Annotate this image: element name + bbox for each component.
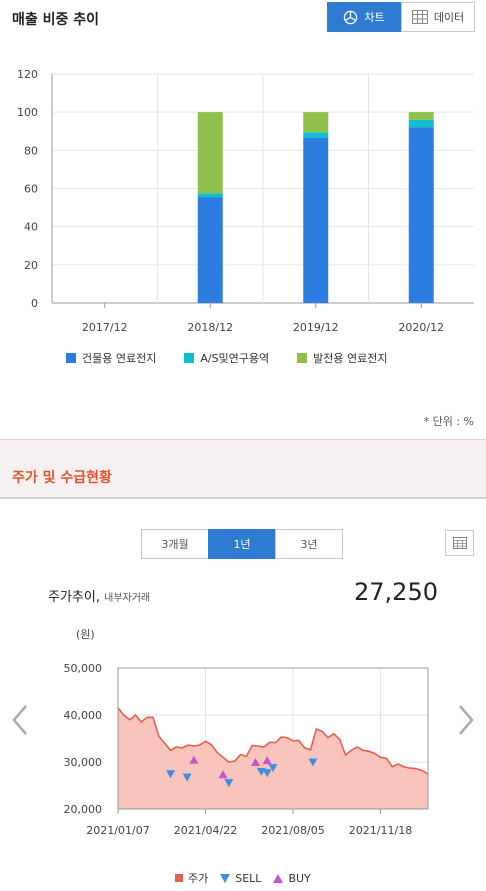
price-area [118,708,428,809]
x-tick-label: 2021/08/05 [261,824,324,837]
stock-price-chart: (원) 20,000 30,000 40,000 50,000 2021/01/07 202… [64,628,429,837]
chart1-legend: 건물용 연료전지 A/S및연구용역 발전용 연료전지 [66,350,388,366]
y-tick-label: 60 [24,183,38,196]
x-tick-label: 2017/12 [82,321,128,334]
legend-label-sell: SELL [235,871,262,885]
buy-marker [251,758,260,766]
buy-marker-icon [273,873,284,883]
pie-chart-icon [344,10,358,24]
legend-item-price[interactable]: 주가 [175,870,208,886]
y-tick-label: 80 [24,144,38,157]
legend-swatch-price [175,874,183,882]
legend-item-as[interactable]: A/S및연구용역 [184,350,269,366]
y-tick-label: 0 [31,297,38,310]
y-tick-label: 40,000 [64,709,103,722]
current-price: 27,250 [354,578,438,606]
section-header-band: 주가 및 수급현황 [0,439,486,499]
legend-label-buy: BUY [288,871,311,885]
x-tick-label: 2021/11/18 [349,824,412,837]
next-button[interactable] [454,700,478,740]
bar-segment [197,193,223,198]
y-tick-label: 20,000 [64,803,103,816]
legend-label-price: 주가 [188,872,209,885]
legend-label-power: 발전용 연료전지 [313,352,388,365]
tab-3-months[interactable]: 3개월 [141,529,209,559]
revenue-share-chart: 0 20 40 60 80 100 120 2017/12 2018/12 2019/12 2020… [17,68,474,334]
bar-segment [197,112,223,194]
section-title-stock: 주가 및 수급현황 [12,470,112,486]
sell-marker [308,758,318,767]
calendar-icon [452,537,467,549]
period-tabs: 3개월 1년 3년 [141,529,343,559]
x-tick-label: 2020/12 [398,321,444,334]
sell-marker [182,773,192,782]
y-tick-label: 20 [24,259,38,272]
buy-marker [218,770,228,779]
chevron-right-icon [459,705,474,735]
bar-segment [408,127,434,303]
sell-marker [166,770,175,779]
bar-segment [408,112,434,120]
legend-swatch-building [66,353,76,363]
data-view-label: 데이터 [433,11,465,24]
prev-button[interactable] [8,700,32,740]
legend-label-as: A/S및연구용역 [200,352,270,365]
unit-note: * 단위 : % [423,415,474,428]
tab-3-years[interactable]: 3년 [275,529,343,559]
sell-marker [268,764,278,773]
price-subtitle: 내부자거래 [104,593,151,604]
x-tick-label: 2018/12 [187,321,233,334]
table-icon [411,10,428,24]
sell-marker [262,769,272,778]
section-title: 매출 비중 추이 [12,12,100,28]
legend-item-building[interactable]: 건물용 연료전지 [66,350,156,366]
buy-marker [189,755,199,764]
price-chart-title: 주가추이, 내부자거래 [48,586,150,605]
x-tick-label: 2021/04/22 [174,824,237,837]
view-toggle: 차트 데이터 [327,2,475,32]
calendar-button[interactable] [445,530,474,556]
y-tick-label: 40 [24,221,38,234]
y-tick-label: 50,000 [64,662,103,675]
plot-frame [117,667,429,810]
tab-1-year[interactable]: 1년 [208,529,276,559]
bar-segment [197,197,223,303]
y-tick-label: 30,000 [64,756,103,769]
chart2-legend: 주가 SELL BUY [175,870,311,886]
y-tick-label: 120 [17,68,38,81]
legend-item-power[interactable]: 발전용 연료전지 [297,350,388,366]
x-tick-label: 2021/01/07 [86,824,149,837]
sell-marker-icon [220,873,231,883]
legend-label-building: 건물용 연료전지 [82,352,157,365]
chevron-left-icon [12,705,27,735]
bar-segment [303,132,329,138]
x-tick-label: 2019/12 [293,321,339,334]
y-tick-label: 100 [17,106,38,119]
buy-marker [262,756,272,765]
price-title-text: 주가추이, [48,590,100,605]
bar-segment [303,137,329,303]
sell-marker [224,779,234,788]
bar-segment [408,119,434,128]
y-axis-label: (원) [76,628,95,641]
legend-swatch-as [184,353,195,363]
chart-view-label: 차트 [364,11,385,24]
legend-item-sell[interactable]: SELL [220,870,261,886]
bar-segment [303,112,329,133]
chart-view-button[interactable]: 차트 [327,2,401,32]
legend-swatch-power [297,353,308,363]
legend-item-buy[interactable]: BUY [273,870,311,886]
data-view-button[interactable]: 데이터 [401,2,475,32]
price-line [117,707,429,775]
